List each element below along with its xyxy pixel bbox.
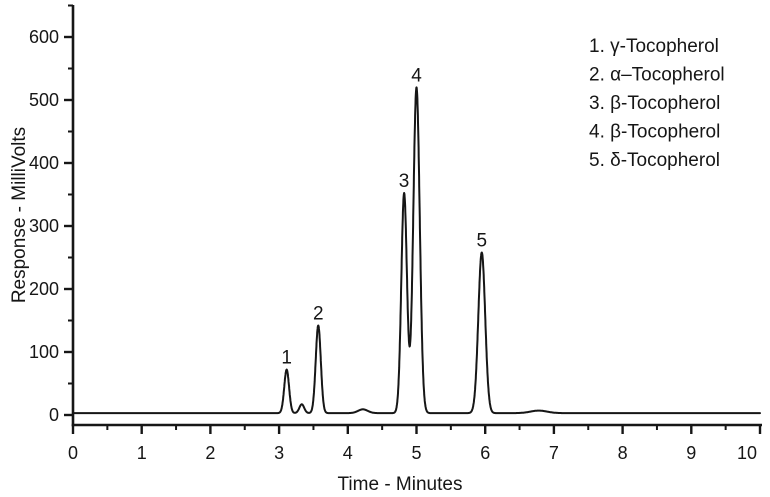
peak-label-1: 1 [281, 348, 292, 369]
y-tick-label-100: 100 [29, 342, 59, 362]
x-tick-label-3: 3 [274, 443, 284, 463]
peak-label-3: 3 [399, 171, 410, 192]
x-tick-label-0: 0 [68, 443, 78, 463]
legend-item-3: 3. β-Tocopherol [589, 93, 720, 114]
x-tick-label-7: 7 [549, 443, 559, 463]
chromatogram-trace [72, 86, 761, 415]
x-tick-label-6: 6 [480, 443, 490, 463]
x-tick-label-4: 4 [343, 443, 353, 463]
legend-item-4: 4. β-Tocopherol [589, 122, 720, 143]
peak-label-2: 2 [313, 304, 324, 325]
legend-item-5: 5. δ-Tocopherol [589, 150, 720, 171]
legend-item-2: 2. α–Tocopherol [589, 65, 725, 86]
y-axis-title: Response - MilliVolts [9, 127, 30, 303]
x-tick-label-2: 2 [205, 443, 215, 463]
y-tick-label-400: 400 [29, 153, 59, 173]
peak-label-5: 5 [477, 231, 488, 252]
axes-layer: 0 100 200 300 400 500 600 0 1 2 3 4 5 6 7 8 9 10 [29, 4, 762, 463]
y-tick-label-0: 0 [49, 405, 59, 425]
x-axis-title: Time - Minutes [338, 474, 463, 495]
x-tick-label-8: 8 [618, 443, 628, 463]
y-tick-label-200: 200 [29, 279, 59, 299]
annotation-layer: 1 2 3 4 5 [281, 65, 487, 368]
x-tick-label-5: 5 [411, 443, 421, 463]
x-tick-label-10: 10 [737, 443, 757, 463]
y-tick-label-500: 500 [29, 90, 59, 110]
x-tick-label-1: 1 [137, 443, 147, 463]
y-tick-label-600: 600 [29, 27, 59, 47]
x-tick-label-9: 9 [686, 443, 696, 463]
legend-item-1: 1. γ-Tocopherol [589, 36, 719, 57]
legend: 1. γ-Tocopherol 2. α–Tocopherol 3. β-Tocop… [589, 36, 725, 171]
y-tick-label-300: 300 [29, 216, 59, 236]
peak-label-4: 4 [411, 65, 422, 86]
trace-layer [72, 86, 761, 415]
